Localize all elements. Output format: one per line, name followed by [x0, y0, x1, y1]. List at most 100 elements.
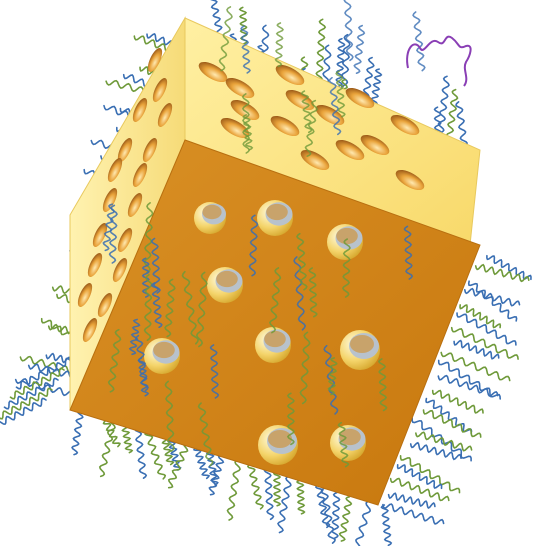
pore — [390, 114, 420, 136]
pore — [77, 283, 93, 307]
pore — [335, 139, 365, 161]
strand — [9, 367, 65, 400]
left-face-pores — [77, 48, 173, 342]
pore-depth — [264, 330, 286, 348]
pore — [112, 258, 128, 282]
strand — [327, 357, 338, 396]
strand — [143, 202, 154, 274]
pore-depth — [350, 335, 374, 353]
strand — [437, 359, 501, 400]
strand — [246, 462, 264, 510]
strand — [226, 458, 242, 521]
purple-loop-strand — [406, 35, 472, 87]
pore — [285, 89, 315, 111]
pore — [132, 98, 148, 122]
strand — [377, 358, 388, 412]
strand — [335, 37, 346, 87]
strand — [409, 441, 462, 461]
strand — [396, 464, 443, 490]
pore — [127, 193, 143, 217]
pore-depth — [336, 227, 358, 245]
strand — [286, 392, 295, 446]
pore-depth — [153, 341, 175, 359]
strand — [102, 203, 116, 252]
strand — [431, 389, 484, 414]
strand — [241, 93, 251, 154]
strand — [389, 477, 450, 502]
strand — [240, 25, 251, 74]
strand — [164, 278, 176, 338]
pore — [102, 188, 118, 212]
pore — [142, 138, 158, 162]
strand — [242, 114, 254, 151]
strand — [15, 357, 71, 390]
strand — [304, 99, 319, 157]
strand — [181, 270, 200, 345]
pore — [132, 163, 148, 187]
strand — [411, 417, 472, 462]
front-face-pores — [144, 200, 380, 465]
strand — [335, 70, 346, 118]
strand — [167, 442, 189, 489]
pore — [117, 228, 133, 252]
pore — [117, 138, 133, 162]
strand — [248, 214, 259, 277]
pore-depth — [339, 428, 361, 446]
strand — [315, 18, 327, 83]
strand — [450, 326, 519, 360]
strand — [486, 254, 532, 281]
strand — [308, 267, 318, 318]
strand — [464, 287, 521, 307]
strand — [328, 76, 342, 136]
strand — [197, 402, 214, 467]
pore — [220, 117, 250, 139]
pore-depth — [266, 203, 288, 221]
pore — [225, 77, 255, 99]
strand — [353, 24, 366, 74]
strand — [272, 471, 282, 507]
strand — [268, 267, 282, 334]
strand — [437, 374, 499, 397]
strand — [238, 6, 249, 52]
pore — [270, 115, 300, 137]
pore — [87, 253, 103, 277]
strand — [295, 479, 306, 515]
strand — [300, 90, 313, 134]
strand — [150, 282, 163, 329]
strand — [412, 11, 426, 72]
strand — [263, 467, 275, 521]
pore — [275, 64, 305, 86]
pore — [315, 104, 345, 126]
strand — [150, 237, 161, 294]
strand — [107, 328, 122, 393]
pore — [147, 48, 163, 72]
strand — [380, 504, 393, 546]
pore — [345, 87, 375, 109]
strand — [192, 446, 211, 480]
strand — [128, 318, 141, 356]
pore — [107, 158, 123, 182]
pore — [92, 223, 108, 247]
pore — [230, 99, 260, 121]
pore-depth — [268, 430, 292, 448]
pore — [157, 103, 173, 127]
strand — [415, 431, 473, 452]
strand — [337, 421, 350, 468]
pore — [300, 149, 330, 171]
strand — [355, 500, 372, 546]
strand — [474, 263, 530, 283]
strand — [208, 454, 225, 496]
strand — [277, 475, 292, 534]
strand — [0, 387, 53, 420]
pore — [198, 61, 228, 83]
cube-front-face — [69, 139, 481, 506]
strand — [296, 232, 308, 291]
strand — [422, 409, 482, 438]
strand — [218, 6, 233, 72]
strand — [467, 280, 518, 322]
pore — [360, 134, 390, 156]
pore — [97, 293, 113, 317]
pore — [152, 78, 168, 102]
strand — [343, 0, 354, 62]
